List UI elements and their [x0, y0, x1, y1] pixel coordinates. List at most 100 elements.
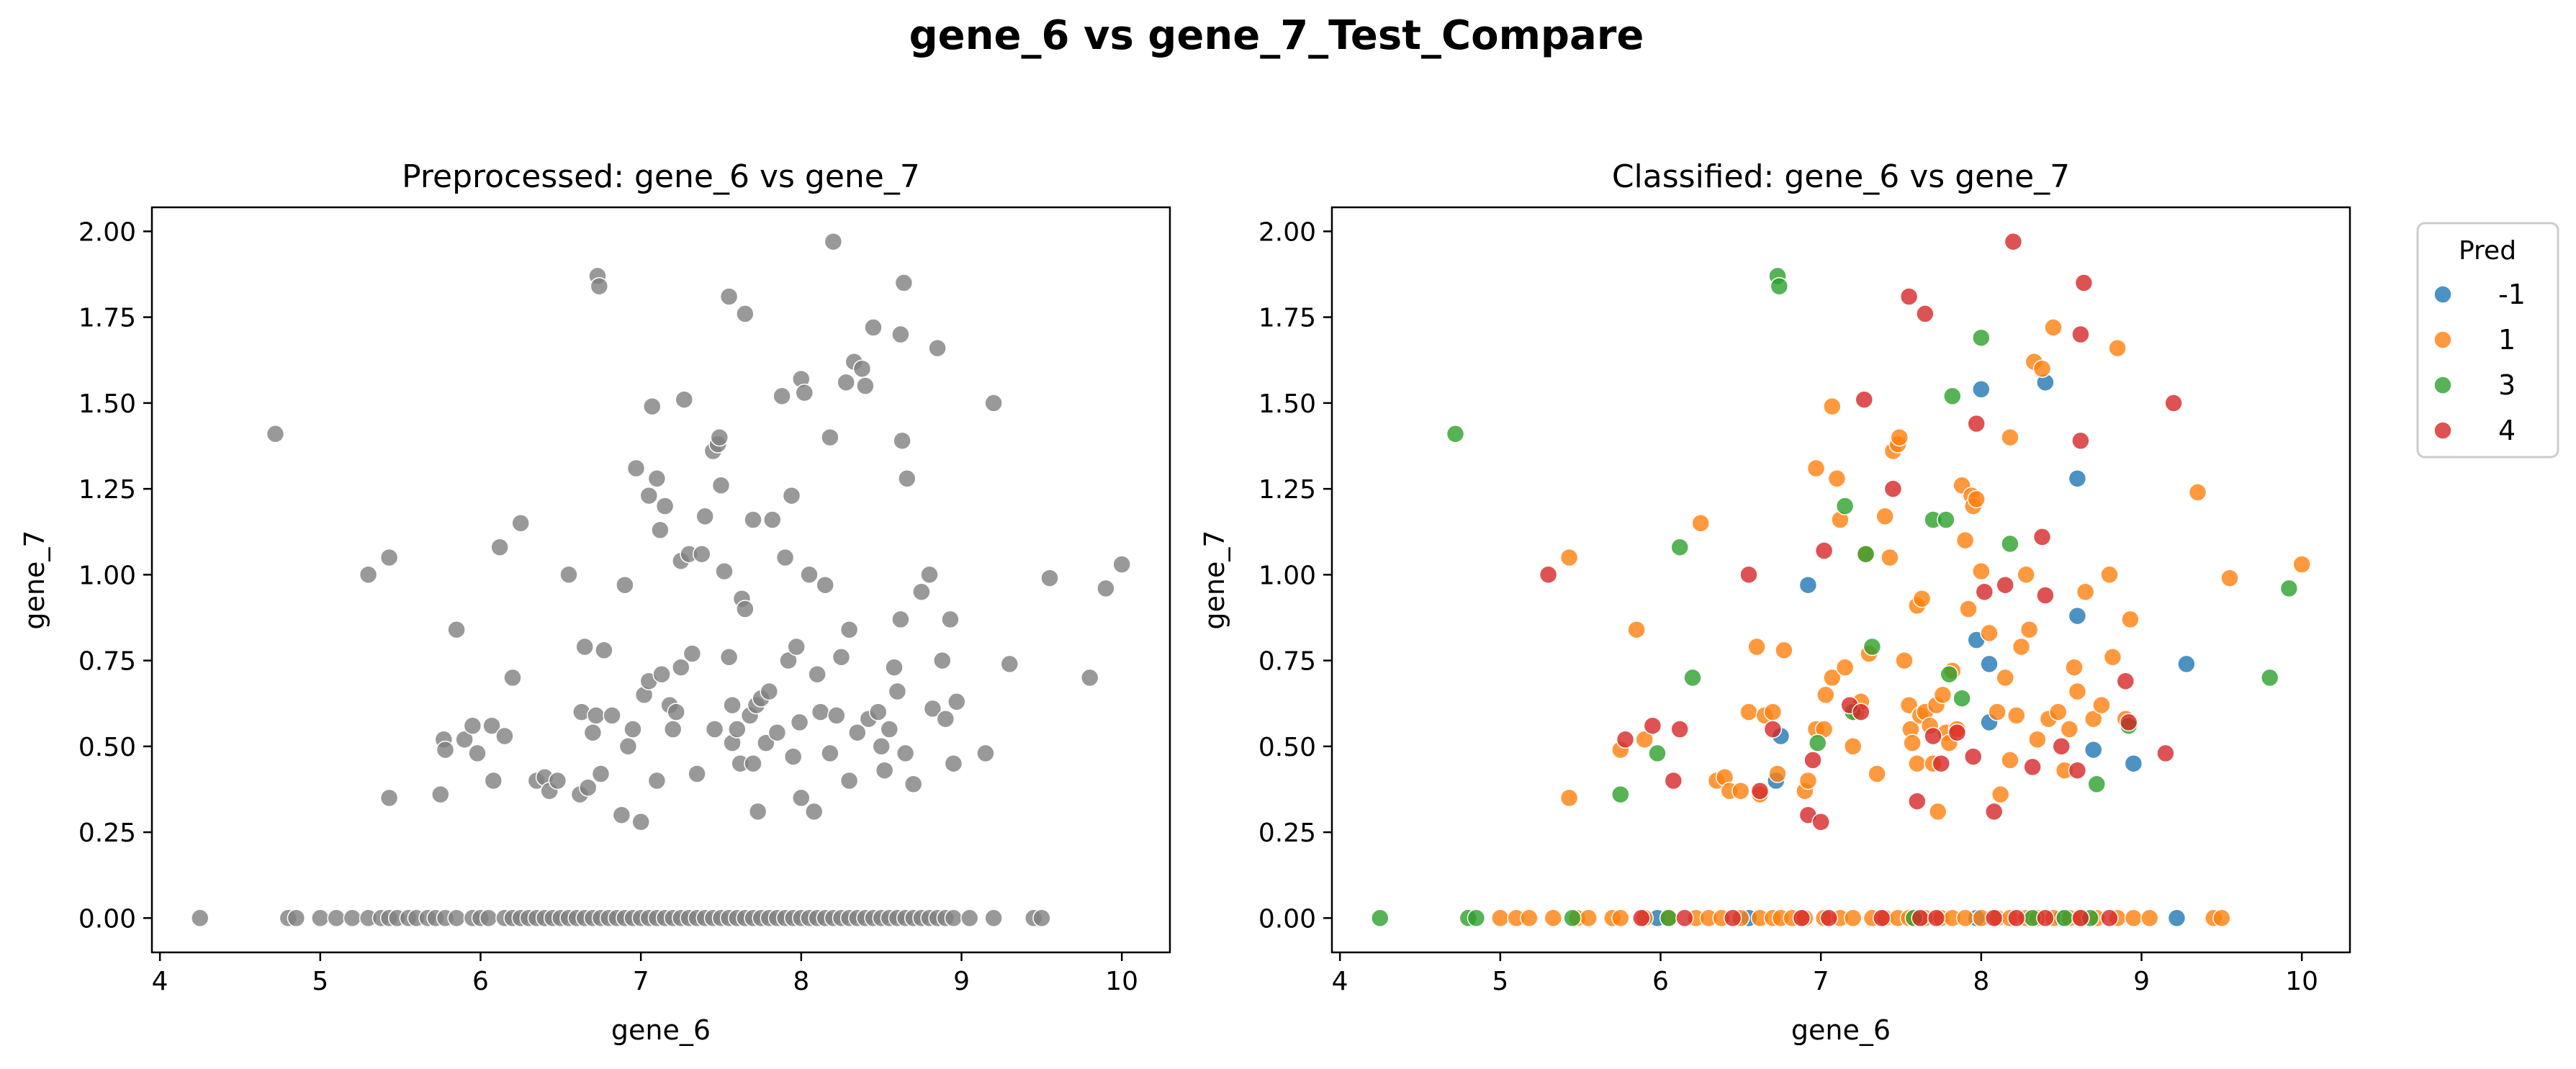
- classified-series-4-point: [1675, 908, 1694, 928]
- classified-series-1-point: [2108, 338, 2127, 358]
- preprocessed-y-tick-label: 0.50: [78, 733, 136, 762]
- classified-series-4-point: [1811, 813, 1830, 831]
- legend-label: -1: [2498, 279, 2526, 310]
- classified-series-1-point: [2121, 610, 2140, 629]
- classified-series-1-point: [2124, 908, 2143, 928]
- classified-series-3-point: [1446, 425, 1465, 443]
- preprocessed-series-point: [723, 695, 742, 715]
- preprocessed-series-point: [379, 788, 399, 808]
- preprocessed-series-point: [779, 651, 798, 670]
- classified-series-1-point: [1959, 600, 1978, 618]
- preprocessed-series-point: [311, 908, 330, 928]
- classified-series-1-point: [1816, 685, 1835, 705]
- preprocessed-x-tick-label: 5: [312, 967, 328, 996]
- preprocessed-series-point: [804, 802, 824, 821]
- classified-title: Classified: gene_6 vs gene_7: [1612, 158, 2070, 195]
- preprocessed-title: Preprocessed: gene_6 vs gene_7: [402, 158, 920, 195]
- preprocessed-series-point: [591, 764, 611, 783]
- classified-series-4-point: [2023, 757, 2042, 777]
- classified-series-3-point: [1659, 908, 1678, 928]
- preprocessed-series-point: [1040, 569, 1059, 587]
- classified-y-tick-label: 1.75: [1258, 304, 1316, 333]
- classified-series-4-point: [2100, 908, 2119, 928]
- preprocessed-series-point: [800, 565, 819, 585]
- classified-series-1-point: [2212, 908, 2231, 928]
- classified-series-1-point: [2220, 569, 2239, 587]
- classified-series-4-point: [1916, 305, 1935, 323]
- preprocessed-series-point: [984, 394, 1003, 412]
- classified-series-3-point: [1937, 510, 1955, 529]
- preprocessed-series-point: [623, 720, 642, 739]
- preprocessed-series-point: [587, 706, 605, 725]
- classified-series-1-point: [1928, 802, 1947, 821]
- legend-marker: [2433, 330, 2452, 349]
- classified-series-1-point: [2060, 720, 2079, 739]
- legend: Pred -1 1 3 4: [2416, 222, 2559, 459]
- legend-label: 4: [2498, 415, 2516, 446]
- classified-series-4-point: [2004, 232, 2023, 251]
- preprocessed-series-point: [719, 287, 739, 306]
- preprocessed-y-tick-label: 0.25: [78, 818, 136, 848]
- preprocessed-series-point: [936, 709, 955, 729]
- preprocessed-series-point: [744, 510, 762, 529]
- preprocessed-series-point: [647, 469, 667, 488]
- classified-series-1-point: [1635, 730, 1654, 749]
- classified-series-1-point: [1996, 668, 2014, 687]
- classified-y-tick-label: 0.50: [1258, 733, 1316, 762]
- classified-series-1-point: [2017, 565, 2035, 585]
- preprocessed-x-tick-label: 7: [633, 967, 649, 996]
- classified-series-1-point: [1747, 637, 1766, 657]
- preprocessed-y-tick-label: 1.75: [78, 304, 136, 333]
- classified-series-1-point: [1881, 548, 1899, 567]
- classified-series-1-point: [1912, 589, 1932, 608]
- classified-series-neg1-point: [1980, 654, 1999, 674]
- classified-series-1-point: [1868, 764, 1886, 783]
- preprocessed-series-point: [575, 637, 594, 657]
- classified-x-tick-label: 9: [2133, 967, 2150, 996]
- preprocessed-x-axis-label: gene_6: [611, 1014, 711, 1046]
- preprocessed-series-point: [1032, 908, 1051, 928]
- classified-series-3-point: [1856, 544, 1875, 564]
- classified-series-1-point: [1875, 507, 1894, 526]
- classified-series-4-point: [1643, 716, 1662, 735]
- preprocessed-series-point: [894, 274, 914, 292]
- classified-series-1-point: [1843, 737, 1863, 756]
- classified-series-1-point: [1491, 908, 1510, 928]
- classified-y-tick-label: 1.25: [1258, 475, 1316, 505]
- preprocessed-series-point: [1096, 579, 1115, 598]
- classified-series-4-point: [2071, 908, 2090, 928]
- preprocessed-series-point: [896, 744, 915, 763]
- preprocessed-series-point: [379, 548, 399, 567]
- classified-series-4-point: [1803, 751, 1822, 770]
- preprocessed-y-tick-label: 1.00: [78, 561, 136, 590]
- preprocessed-series-point: [631, 813, 650, 831]
- classified-series-1-point: [1895, 651, 1914, 670]
- classified-series-4-point: [1932, 754, 1950, 773]
- preprocessed-series-point: [783, 747, 803, 766]
- classified-series-1-point: [1559, 788, 1579, 808]
- classified-series-neg1-point: [1972, 380, 1991, 399]
- classified-series-4-point: [1911, 908, 1929, 928]
- preprocessed-series-point: [688, 764, 706, 783]
- preprocessed-series-point: [891, 610, 910, 629]
- preprocessed-series-point: [984, 908, 1003, 928]
- legend-marker: [2433, 285, 2452, 304]
- legend-label: 3: [2498, 369, 2516, 401]
- classified-y-tick-label: 0.00: [1258, 904, 1316, 934]
- classified-series-1-point: [2140, 908, 2159, 928]
- preprocessed-series-point: [626, 459, 646, 478]
- classified-x-axis-label: gene_6: [1791, 1014, 1891, 1046]
- preprocessed-series-point: [191, 908, 210, 928]
- preprocessed-series-point: [663, 720, 683, 739]
- classified-series-1-point: [2001, 428, 2019, 447]
- classified-series-4-point: [1855, 390, 1874, 409]
- classified-series-3-point: [1953, 689, 1971, 708]
- classified-series-1-point: [1775, 641, 1793, 660]
- classified-series-4-point: [1975, 582, 1994, 601]
- preprocessed-series-point: [868, 703, 888, 721]
- classified-series-3-point: [1648, 744, 1667, 763]
- preprocessed-series-point: [343, 908, 362, 928]
- preprocessed-series-point: [736, 600, 755, 618]
- classified-series-3-point: [1972, 328, 1991, 347]
